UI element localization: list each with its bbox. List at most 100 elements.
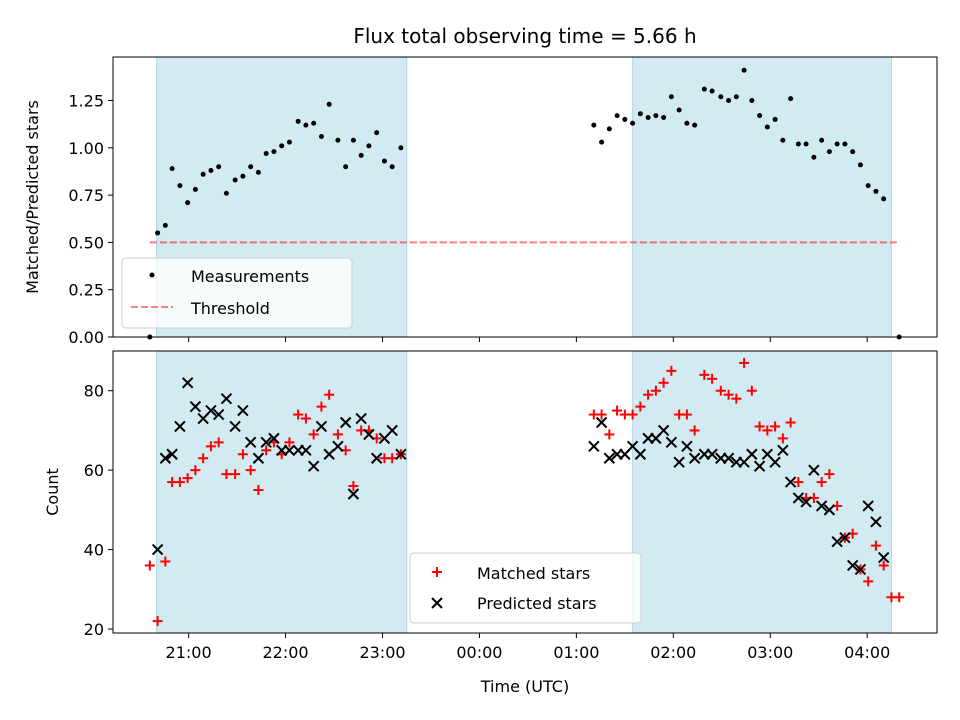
predicted-star-point [823, 504, 836, 516]
measurement-point [358, 152, 364, 158]
measurement-point [263, 150, 269, 156]
measurement-point [335, 137, 341, 143]
top-y-tick-label: 0.25 [68, 281, 104, 300]
bottom-axes-frame [112, 350, 938, 634]
measurement-point [599, 139, 605, 145]
x-tick-label: 03:00 [747, 643, 793, 662]
legend-matched-label: Matched stars [477, 564, 590, 583]
predicted-star-point [673, 456, 685, 468]
predicted-star-point [665, 436, 678, 449]
measurement-point [819, 137, 825, 143]
predicted-star-point [870, 516, 882, 528]
matched-star-point [635, 401, 646, 412]
measurement-point [255, 169, 261, 175]
matched-star-point [824, 469, 835, 480]
predicted-star-point [681, 440, 693, 453]
top-x-ticks [188, 337, 868, 342]
matched-star-point [300, 413, 311, 424]
predicted-star-point [846, 559, 859, 572]
bottom-shaded-regions [156, 350, 892, 634]
predicted-star-point [800, 496, 812, 508]
top-axes-frame [112, 56, 938, 338]
predicted-star-point [603, 452, 616, 464]
measurement-point [873, 188, 879, 194]
top-legend-box [121, 257, 353, 329]
x-axis-label: Time (UTC) [480, 677, 569, 696]
matched-star-point [221, 469, 232, 480]
predicted-star-point [862, 500, 874, 512]
matched-star-point [324, 389, 335, 400]
measurement-point [749, 98, 755, 104]
observing-window-shade [632, 56, 892, 338]
x-tick-label: 23:00 [359, 643, 405, 662]
measurement-point [741, 67, 747, 73]
measurement-point [764, 124, 770, 130]
bottom-x-ticks: 21:00 22:00 23:00 00:00 01:00 02:00 03:00 04:00 [166, 633, 890, 662]
top-y-tick-label: 1.00 [68, 139, 104, 158]
predicted-star-point [300, 444, 312, 457]
bottom-legend-box [409, 552, 642, 624]
predicted-star-point [181, 377, 194, 389]
matched-star-point [213, 437, 224, 448]
predicted-star-point [753, 460, 766, 472]
predicted-star-point [706, 448, 718, 460]
measurement-point [271, 149, 277, 155]
bottom-y-axis-label: Count [43, 468, 62, 516]
matched-star-point [793, 477, 804, 488]
measurement-point [692, 122, 698, 128]
matched-star-point [182, 473, 193, 484]
matched-star-point [762, 425, 773, 436]
predicted-star-point [792, 492, 805, 504]
matched-star-point [253, 485, 264, 496]
bottom-y-tick-label: 60 [84, 461, 104, 480]
measurement-point [865, 183, 871, 189]
predicted-star-point [339, 416, 352, 429]
predicted-star-point [588, 440, 600, 453]
matched-star-point [293, 409, 304, 420]
matched-star-point [174, 477, 185, 488]
x-tick-label: 21:00 [166, 643, 212, 662]
measurement-point [366, 143, 372, 149]
predicted-star-point [347, 488, 360, 500]
matched-star-point [816, 477, 827, 488]
matched-star-point [666, 365, 677, 376]
predicted-star-point [634, 448, 647, 460]
matched-star-point [681, 409, 692, 420]
matched-star-point [245, 465, 256, 476]
predicted-star-point [315, 420, 328, 433]
measurement-point [303, 122, 309, 128]
predicted-star-point [229, 420, 241, 433]
measurement-point [701, 86, 707, 92]
matched-star-point [715, 385, 726, 396]
matched-star-point [699, 369, 710, 380]
measurement-point [726, 98, 732, 104]
measurement-point [343, 164, 349, 170]
predicted-star-point [831, 535, 843, 548]
measurement-point [661, 115, 667, 121]
predicted-star-point [395, 448, 407, 460]
predicted-star-point [595, 416, 608, 429]
measurement-point [200, 171, 206, 177]
matched-star-point [604, 429, 615, 440]
x-tick-label: 04:00 [844, 643, 890, 662]
top-y-tick-label: 0.50 [68, 233, 104, 252]
predicted-star-point [657, 424, 670, 437]
matched-star-point [754, 421, 765, 432]
measurement-point [772, 116, 778, 122]
measurement-point [614, 113, 620, 119]
matched-star-point [387, 453, 398, 464]
top-y-tick-label: 1.25 [68, 92, 104, 111]
measurement-point [169, 166, 175, 172]
measurement-point [709, 88, 715, 94]
matched-star-point [237, 449, 248, 460]
predicted-star-point [323, 448, 335, 460]
measurement-point [653, 113, 659, 119]
matched-star-point [785, 417, 796, 428]
matched-star-point [230, 469, 241, 480]
matched-star-point [198, 453, 209, 464]
matched-star-point [777, 433, 788, 444]
chart-title: Flux total observing time = 5.66 h [353, 24, 696, 48]
observing-window-shade [156, 350, 408, 634]
predicted-star-point [839, 531, 851, 544]
